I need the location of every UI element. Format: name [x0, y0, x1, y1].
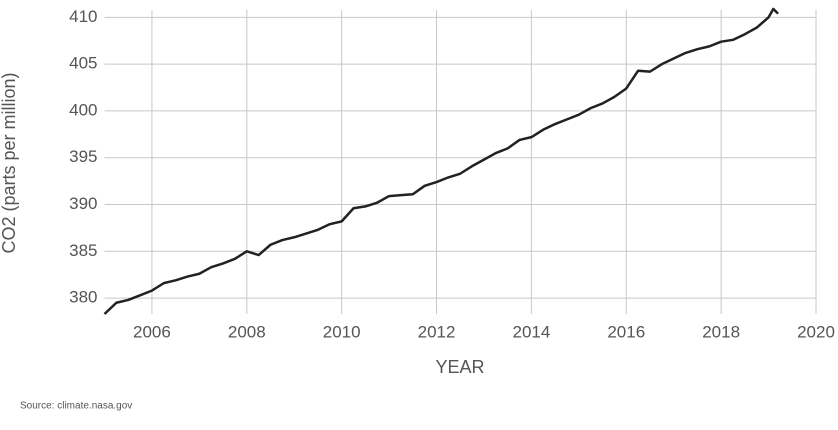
- x-tick-label: 2008: [228, 322, 266, 341]
- x-tick-label: 2014: [512, 322, 550, 341]
- y-tick-label: 390: [69, 194, 97, 213]
- x-axis-label: YEAR: [435, 357, 484, 377]
- x-tick-label: 2010: [323, 322, 361, 341]
- y-tick-label: 410: [69, 7, 97, 26]
- data-line: [103, 7, 779, 315]
- y-axis-label: CO2 (parts per million): [0, 72, 19, 253]
- y-tick-label: 405: [69, 54, 97, 73]
- source-note: Source: climate.nasa.gov: [20, 401, 132, 412]
- x-tick-label: 2006: [133, 322, 171, 341]
- x-tick-label: 2016: [607, 322, 645, 341]
- y-tick-label: 385: [69, 241, 97, 260]
- x-tick-label: 2012: [418, 322, 456, 341]
- y-tick-label: 400: [69, 100, 97, 119]
- y-tick-label: 395: [69, 147, 97, 166]
- y-tick-label: 380: [69, 288, 97, 307]
- x-tick-label: 2020: [797, 322, 835, 341]
- x-tick-label: 2018: [702, 322, 740, 341]
